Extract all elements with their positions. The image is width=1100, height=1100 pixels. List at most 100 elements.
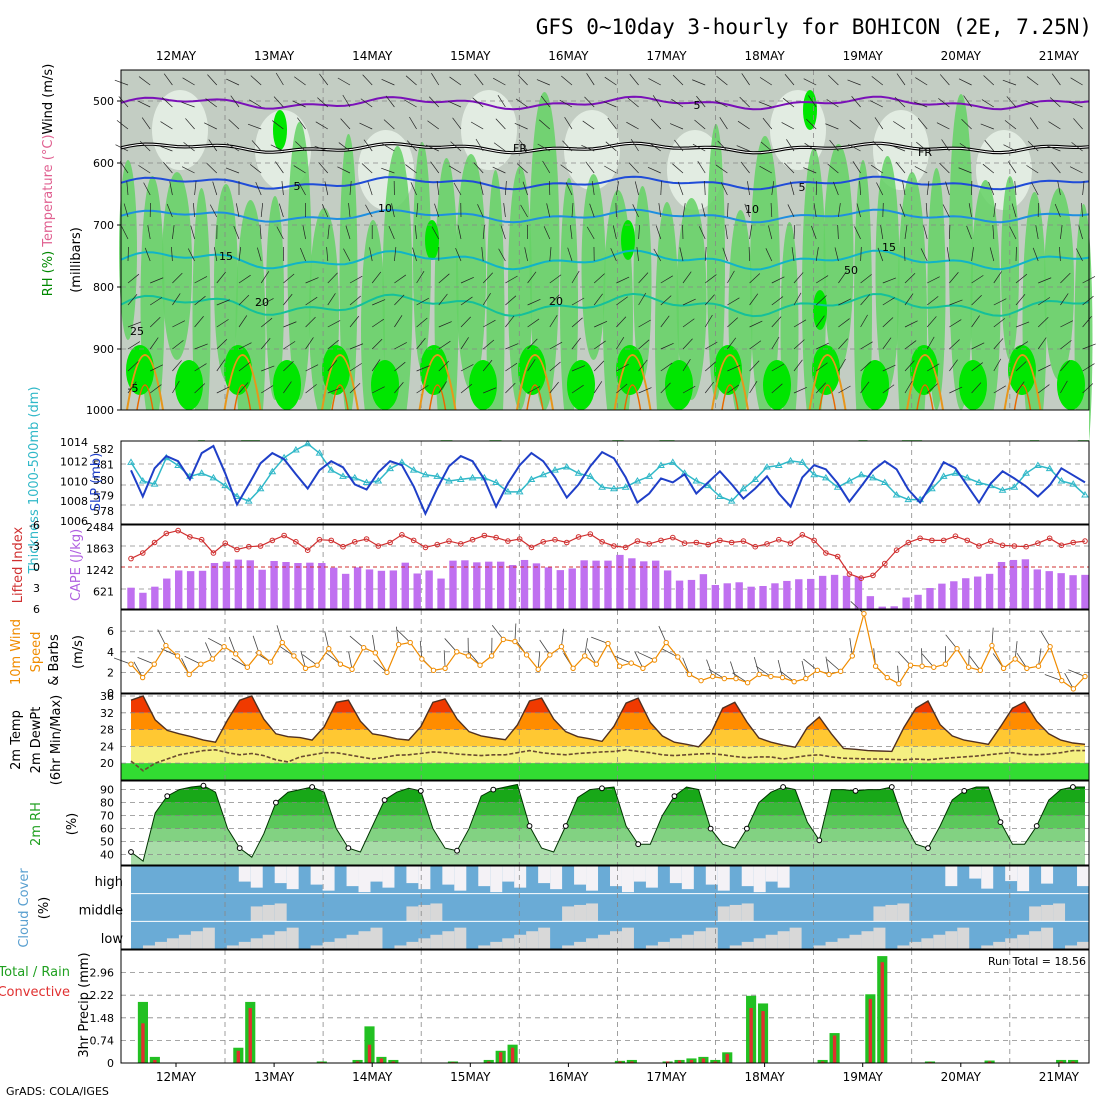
- contour-label: 10: [378, 202, 392, 215]
- cape-bar: [1033, 569, 1041, 609]
- wind-barb: [753, 657, 760, 675]
- precip-ylabel-total: Total / Rain: [0, 965, 70, 980]
- low-cloud-gap: [765, 934, 778, 949]
- wind-barb: [527, 338, 538, 350]
- contour-label: 5: [694, 99, 701, 112]
- wind-barb: [630, 138, 639, 152]
- wind-barb: [416, 317, 428, 328]
- wind-barb: [671, 98, 684, 108]
- wind-barb: [1038, 364, 1051, 372]
- high-cloud-gap: [765, 866, 778, 882]
- lifted-point: [387, 539, 393, 546]
- high-cloud-gap: [717, 866, 730, 891]
- low-cloud-gap: [502, 938, 515, 949]
- lifted-point: [304, 547, 311, 554]
- low-cloud-gap: [705, 927, 718, 949]
- wind-barb: [327, 320, 341, 328]
- label-part: (6hr Min/Max): [49, 695, 64, 785]
- wind-barb: [650, 118, 662, 130]
- lifted-point: [752, 543, 759, 550]
- wind-barb: [591, 636, 609, 644]
- wind-barb: [144, 247, 151, 262]
- wind-barb: [993, 385, 1006, 394]
- wind-barb: [569, 225, 573, 240]
- wind-barb: [115, 144, 129, 152]
- wind-barb: [505, 362, 518, 372]
- wind-barb: [838, 338, 849, 350]
- wind-barb: [808, 95, 817, 108]
- wind-barb: [416, 385, 429, 394]
- wind-barb: [343, 248, 351, 262]
- wind-barb: [786, 139, 795, 152]
- top-date-label: 13MAY: [254, 49, 295, 63]
- wind-barb: [212, 181, 218, 196]
- rh-green-column: [1044, 188, 1074, 380]
- wind-barb: [926, 336, 935, 350]
- temp-tick-label: 24: [100, 740, 114, 753]
- dewpoint-line: [130, 748, 1085, 772]
- run-total-label: Run Total = 18.56: [988, 955, 1086, 968]
- wind-speed-point: [279, 639, 285, 646]
- thickness-point: [268, 467, 277, 475]
- wind-barb: [468, 651, 481, 666]
- wind-barb: [744, 203, 750, 218]
- wind-barb: [522, 181, 528, 196]
- label-part: 2m RH: [29, 802, 44, 846]
- precip-convective-bar: [510, 1047, 515, 1063]
- wind-barb: [315, 121, 328, 130]
- wind-barb: [482, 359, 493, 372]
- thickness-point: [774, 461, 783, 468]
- slp-line: [130, 444, 1086, 517]
- wind-barb: [882, 277, 896, 284]
- thickness-point: [610, 484, 618, 492]
- wind-barb: [747, 181, 750, 196]
- wind-barb: [460, 276, 474, 284]
- wind-barb: [348, 651, 353, 670]
- wind-barb: [722, 247, 728, 262]
- cape-bar: [198, 570, 207, 609]
- wind-barb: [194, 181, 197, 196]
- wind-barb: [926, 181, 930, 196]
- cape-bar: [616, 554, 624, 609]
- cape-bar: [950, 581, 958, 609]
- cape-bar: [473, 562, 481, 609]
- rh-green-column: [214, 184, 238, 380]
- thickness-point: [727, 497, 736, 504]
- cape-bar: [818, 575, 827, 609]
- wind-barb: [704, 247, 707, 262]
- cape-bar: [699, 574, 708, 609]
- wind-speed-point: [744, 680, 751, 686]
- wind-barb: [697, 160, 706, 174]
- wind-barb: [560, 164, 573, 174]
- cape-bar: [127, 587, 135, 609]
- lifted-point: [1046, 535, 1053, 542]
- cape-bar: [246, 560, 254, 609]
- wind-barb: [394, 247, 397, 262]
- wind-barb: [492, 77, 506, 86]
- wind-barb: [815, 362, 828, 372]
- wind-barb: [562, 140, 573, 152]
- cape-bar: [866, 596, 875, 609]
- rh-green-column: [287, 122, 312, 400]
- wind-barb: [206, 163, 218, 174]
- wind-barb: [1007, 161, 1017, 174]
- wind-barb: [660, 181, 662, 196]
- wind-barb: [704, 294, 715, 306]
- low-cloud-gap: [526, 931, 539, 949]
- rh-bright-spot: [910, 345, 938, 395]
- lifted-point: [881, 560, 888, 567]
- wind-barb: [736, 145, 750, 152]
- wind-barb: [815, 295, 827, 306]
- thickness-point: [256, 484, 265, 492]
- wind-barb: [349, 181, 352, 196]
- cape-bar: [532, 563, 541, 609]
- rh-green-column: [633, 186, 652, 380]
- thickness-point: [786, 456, 795, 464]
- wind-barb: [1002, 79, 1017, 86]
- lifted-point: [952, 533, 959, 540]
- rh-point: [309, 784, 316, 790]
- wind-barb: [593, 340, 606, 350]
- wind-barb: [349, 343, 364, 350]
- low-cloud-gap: [358, 931, 371, 949]
- wind-barb: [505, 382, 516, 394]
